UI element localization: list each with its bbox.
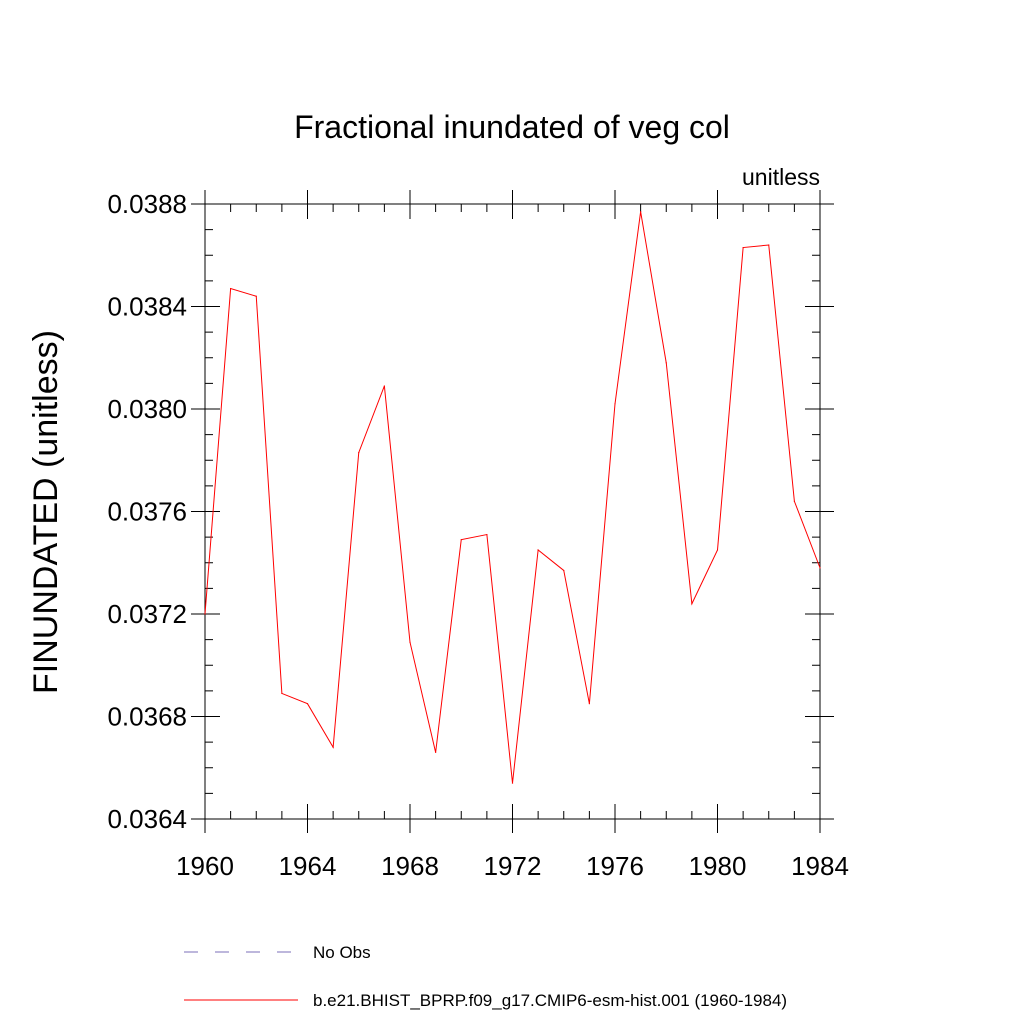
y-tick-label: 0.0388 (107, 189, 187, 219)
data-point (332, 746, 334, 748)
y-tick-label: 0.0372 (107, 599, 187, 629)
y-tick-label: 0.0368 (107, 702, 187, 732)
y-axis-label: FINUNDATED (unitless) (27, 330, 65, 694)
y-tick-label: 0.0384 (107, 292, 187, 322)
plot-frame (204, 203, 821, 820)
x-tick-label: 1976 (586, 851, 644, 881)
data-point (511, 782, 514, 784)
data-point (460, 539, 462, 541)
data-point (588, 703, 590, 705)
data-point (230, 287, 232, 290)
series-layer (204, 211, 821, 784)
data-point (486, 533, 488, 536)
data-point (691, 603, 693, 605)
data-point (204, 613, 206, 615)
data-point (358, 451, 360, 454)
x-tick-label: 1964 (279, 851, 337, 881)
data-point (665, 362, 667, 364)
legend-label-no-obs: No Obs (313, 943, 371, 962)
data-point (819, 567, 821, 569)
y-tick-label: 0.0380 (107, 394, 187, 424)
data-point (255, 295, 257, 297)
data-point (614, 403, 616, 405)
legend-label-model: b.e21.BHIST_BPRP.f09_g17.CMIP6-esm-hist.… (313, 991, 787, 1010)
x-tick-label: 1960 (176, 851, 234, 881)
x-tick-label: 1968 (381, 851, 439, 881)
data-point (640, 211, 642, 213)
x-tick-label: 1984 (791, 851, 849, 881)
data-point (435, 751, 437, 753)
data-point (537, 549, 539, 551)
data-point (281, 692, 283, 695)
data-point (716, 549, 719, 551)
x-tick-label: 1980 (689, 851, 747, 881)
data-point (409, 641, 411, 643)
data-point (742, 246, 744, 249)
data-point (306, 703, 309, 705)
units-label: unitless (742, 164, 820, 190)
y-axis: 0.0364 0.0368 0.0372 0.0376 0.0380 0.0384 0.03… (107, 189, 834, 834)
y-tick-label: 0.0376 (107, 497, 187, 527)
series-line (204, 211, 821, 784)
y-tick-label: 0.0364 (107, 804, 187, 834)
x-tick-label: 1972 (484, 851, 542, 881)
data-point (768, 244, 770, 246)
data-point (383, 385, 385, 387)
data-point (563, 569, 565, 572)
data-point (793, 500, 795, 502)
x-axis: 1960 1964 1968 1972 1976 1980 1984 (176, 190, 849, 881)
chart-title: Fractional inundated of veg col (294, 109, 730, 145)
